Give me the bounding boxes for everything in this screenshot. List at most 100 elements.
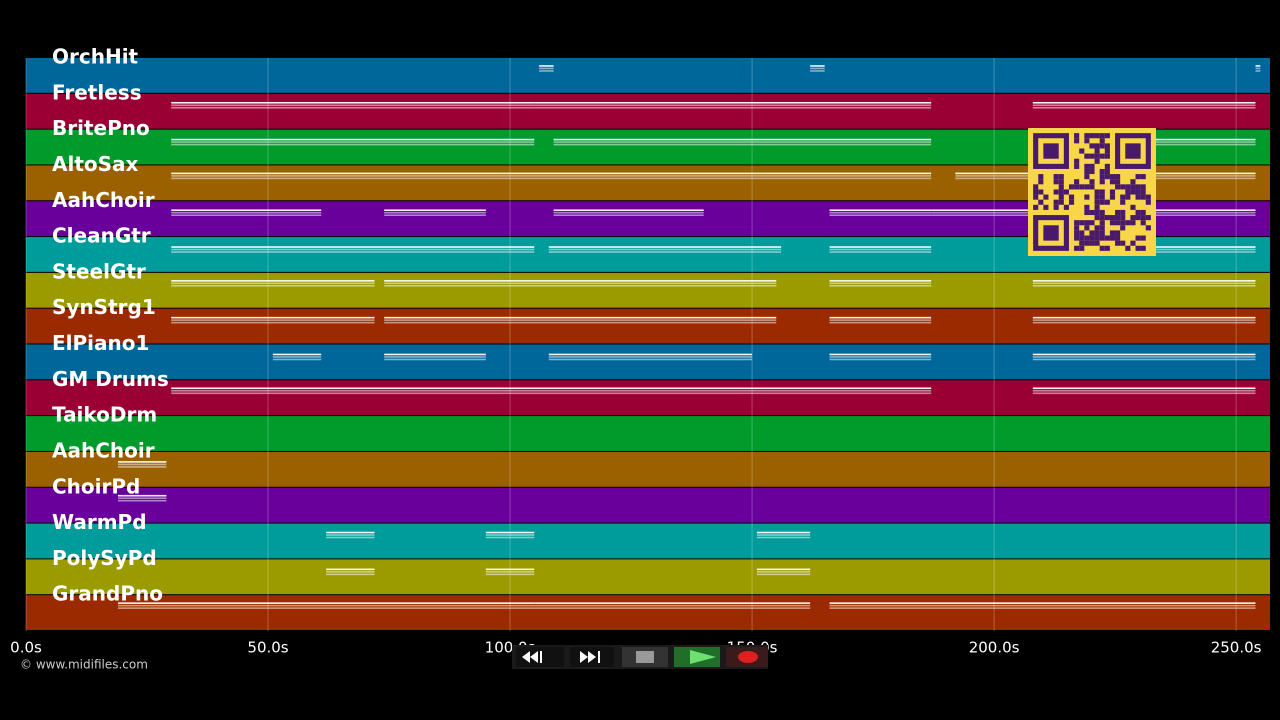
- qr-module: [1094, 133, 1100, 139]
- note: [1032, 321, 1256, 324]
- fast-forward-button[interactable]: [570, 647, 614, 667]
- track-name: PolySyPd: [52, 546, 157, 570]
- note-run: [810, 65, 825, 72]
- note-run: [117, 494, 167, 502]
- qr-module: [1099, 189, 1105, 195]
- qr-module: [1125, 245, 1131, 251]
- track-name: TaikoDrm: [52, 403, 157, 427]
- note: [326, 536, 375, 539]
- note-run: [829, 280, 932, 287]
- note: [384, 358, 486, 361]
- note: [534, 602, 811, 604]
- qr-module: [1135, 174, 1141, 180]
- note: [117, 602, 535, 604]
- qr-module: [1089, 143, 1095, 149]
- note: [1032, 389, 1256, 392]
- note: [1032, 316, 1256, 319]
- qr-module: [1058, 189, 1064, 195]
- record-button[interactable]: [726, 647, 768, 667]
- note: [1032, 280, 1256, 282]
- note-run: [384, 316, 777, 324]
- qr-module: [1099, 225, 1105, 231]
- note: [1032, 353, 1256, 356]
- note: [539, 70, 554, 72]
- qr-module: [1094, 225, 1100, 231]
- qr-module: [1038, 174, 1044, 180]
- qr-module: [1099, 133, 1105, 139]
- qr-module: [1068, 184, 1075, 190]
- note-run: [485, 531, 535, 539]
- qr-module: [1094, 230, 1100, 236]
- note: [829, 209, 932, 212]
- note: [756, 573, 811, 576]
- qr-module: [1074, 133, 1080, 139]
- qr-module: [1115, 230, 1121, 236]
- note: [117, 604, 535, 607]
- qr-module: [1089, 168, 1095, 175]
- note: [117, 499, 167, 502]
- qr-module: [1068, 199, 1075, 205]
- qr-module: [1094, 194, 1100, 200]
- note: [171, 285, 375, 287]
- rewind-button[interactable]: [516, 647, 564, 667]
- qr-module: [1038, 199, 1044, 205]
- note: [829, 316, 932, 319]
- play-button[interactable]: [674, 647, 720, 667]
- qr-module: [1094, 235, 1100, 241]
- note-run: [272, 353, 322, 361]
- qr-module: [1115, 209, 1121, 216]
- record-icon: [738, 651, 758, 663]
- note: [326, 534, 375, 536]
- qr-module: [1084, 225, 1090, 231]
- qr-module: [1043, 194, 1049, 200]
- track-name: AahChoir: [52, 438, 155, 462]
- qr-module: [1094, 189, 1100, 195]
- note-run: [1032, 387, 1256, 395]
- note: [553, 138, 932, 141]
- qr-module: [1115, 179, 1121, 185]
- note: [1032, 356, 1256, 358]
- note-run: [829, 316, 932, 324]
- qr-module: [1094, 215, 1100, 221]
- qr-module: [1033, 184, 1039, 190]
- note: [1032, 101, 1256, 104]
- qr-module: [1125, 184, 1131, 190]
- qr-module: [1094, 153, 1100, 159]
- note: [117, 607, 535, 609]
- qr-module: [1074, 163, 1080, 169]
- note: [829, 214, 932, 217]
- track-name: WarmPd: [52, 510, 147, 534]
- qr-module: [1120, 220, 1126, 226]
- stop-button[interactable]: [622, 647, 668, 667]
- qr-module: [1140, 174, 1146, 180]
- note: [1255, 67, 1261, 70]
- track-name: ChoirPd: [52, 474, 140, 498]
- note: [384, 211, 486, 214]
- note: [756, 531, 811, 534]
- note-run: [829, 353, 932, 361]
- note: [384, 353, 486, 356]
- note: [829, 246, 932, 248]
- qr-module: [1094, 204, 1100, 210]
- track-name: GrandPno: [52, 582, 163, 606]
- note: [810, 70, 825, 72]
- note: [384, 356, 486, 358]
- note: [1153, 246, 1256, 248]
- note: [756, 536, 811, 539]
- note: [384, 321, 777, 324]
- qr-module: [1094, 240, 1100, 246]
- note: [485, 531, 535, 534]
- note: [829, 251, 932, 253]
- note-run: [384, 280, 777, 287]
- note: [171, 211, 322, 214]
- track-lane: [26, 451, 1270, 487]
- note: [272, 356, 322, 358]
- qr-module: [1089, 235, 1095, 241]
- qr-module: [1084, 153, 1090, 159]
- qr-module: [1104, 215, 1110, 221]
- note: [171, 172, 932, 175]
- note: [171, 316, 375, 319]
- qr-module: [1099, 235, 1105, 241]
